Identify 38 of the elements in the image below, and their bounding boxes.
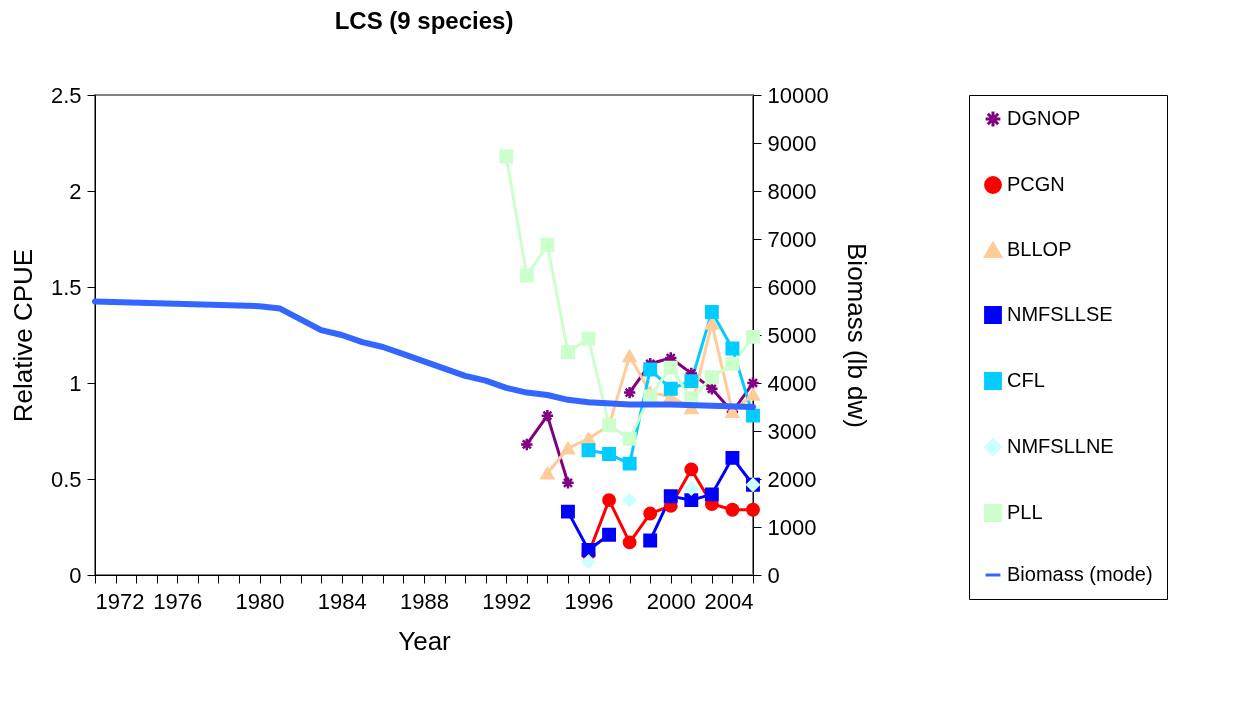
y2-tick-label: 3000 [767,418,817,444]
y2-tick-label: 10000 [767,82,829,108]
y-tick-label: 0.5 [50,466,82,492]
y2-tick-label: 2000 [767,466,817,492]
x-tick-label: 1992 [482,588,532,614]
legend-label: NMFSLLSE [1007,303,1113,325]
x-tick-label: 1988 [400,588,449,614]
y-tick-label: 1 [69,370,82,396]
legend-label: DGNOP [1007,107,1081,129]
legend-label: NMFSLLNE [1007,435,1114,457]
y-tick-label: 1.5 [50,274,82,300]
y2-tick-label: 5000 [767,322,817,348]
x-tick-label: 1996 [564,588,614,614]
x-tick-label: 2004 [704,588,754,614]
chart-title: LCS (9 species) [334,7,514,34]
y2-tick-label: 6000 [767,274,817,300]
x-tick-label: 1984 [317,588,367,614]
y-tick-label: 2 [69,178,82,204]
y2-axis-title: Biomass (lb dw) [841,243,872,428]
y2-tick-label: 0 [767,562,780,588]
legend-label: BLLOP [1007,238,1072,260]
x-tick-label: 2000 [646,588,696,614]
x-tick-label: 1976 [153,588,203,614]
y-tick-label: 0 [69,562,82,588]
y2-tick-label: 4000 [767,370,817,396]
legend-label: CFL [1007,369,1045,391]
x-tick-label: 1972 [95,588,145,614]
y-axis-title: Relative CPUE [7,248,38,423]
y2-tick-label: 9000 [767,130,817,156]
y2-tick-label: 7000 [767,226,817,252]
legend-label: Biomass (mode) [1007,563,1153,585]
y2-tick-label: 1000 [767,514,817,540]
x-axis-title: Year [398,625,452,656]
x-tick-label: 1980 [235,588,285,614]
y-tick-label: 2.5 [50,82,82,108]
y2-tick-label: 8000 [767,178,817,204]
legend-label: PLL [1007,501,1043,523]
legend-label: PCGN [1007,173,1065,195]
